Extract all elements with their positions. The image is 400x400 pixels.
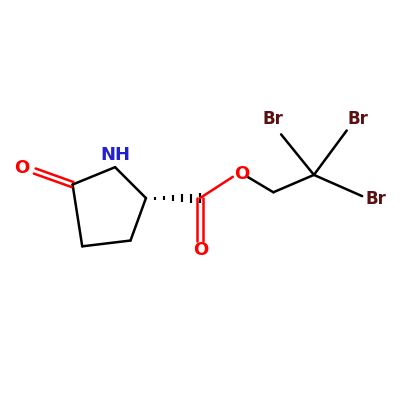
Text: NH: NH — [101, 146, 131, 164]
Text: O: O — [234, 165, 249, 183]
Text: Br: Br — [348, 110, 369, 128]
Text: O: O — [14, 159, 29, 177]
Text: O: O — [193, 241, 208, 259]
Text: Br: Br — [262, 110, 283, 128]
Text: Br: Br — [365, 190, 386, 208]
